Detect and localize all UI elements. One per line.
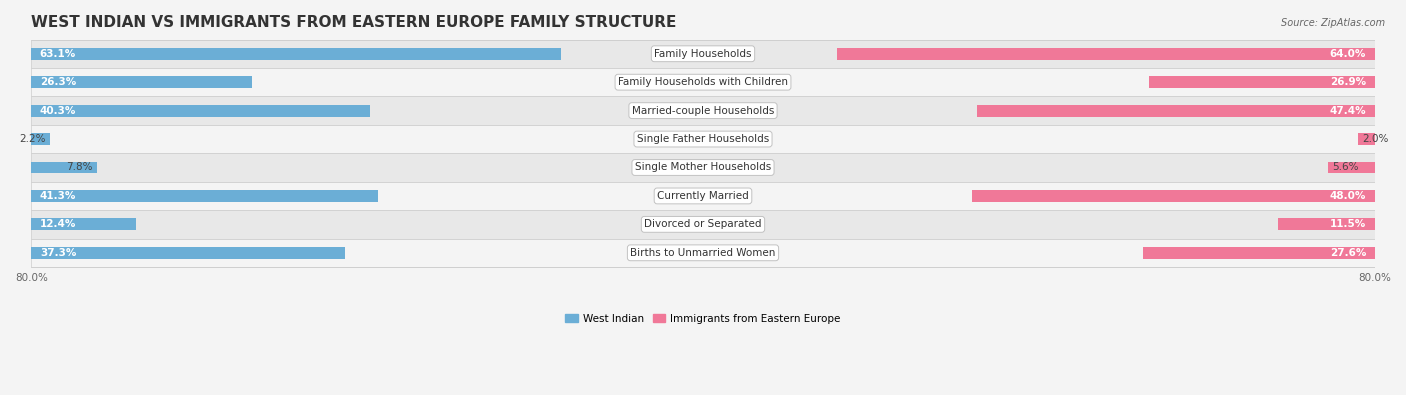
Text: 41.3%: 41.3% [39,191,76,201]
Bar [977,105,1375,117]
Text: Births to Unmarried Women: Births to Unmarried Women [630,248,776,258]
Bar [31,153,1375,182]
Text: Single Mother Households: Single Mother Households [636,162,770,173]
Bar [31,182,1375,210]
Bar [31,76,252,88]
Bar [31,162,97,173]
Bar [31,247,344,259]
Text: 27.6%: 27.6% [1330,248,1367,258]
Bar [31,96,1375,125]
Text: Divorced or Separated: Divorced or Separated [644,219,762,229]
Text: 2.0%: 2.0% [1362,134,1388,144]
Bar [31,48,561,60]
Text: Source: ZipAtlas.com: Source: ZipAtlas.com [1281,18,1385,28]
Bar [972,190,1375,202]
Text: 37.3%: 37.3% [39,248,76,258]
Bar [31,105,370,117]
Bar [1327,162,1375,173]
Text: 26.3%: 26.3% [39,77,76,87]
Bar [31,239,1375,267]
Bar [1143,247,1375,259]
Text: Family Households: Family Households [654,49,752,59]
Bar [31,133,49,145]
Text: Family Households with Children: Family Households with Children [619,77,787,87]
Text: 26.9%: 26.9% [1330,77,1367,87]
Bar [1358,133,1375,145]
Text: 48.0%: 48.0% [1330,191,1367,201]
Text: 11.5%: 11.5% [1330,219,1367,229]
Text: 5.6%: 5.6% [1331,162,1358,173]
Text: Currently Married: Currently Married [657,191,749,201]
Bar [31,68,1375,96]
Bar [31,125,1375,153]
Bar [1149,76,1375,88]
Text: WEST INDIAN VS IMMIGRANTS FROM EASTERN EUROPE FAMILY STRUCTURE: WEST INDIAN VS IMMIGRANTS FROM EASTERN E… [31,15,676,30]
Text: 40.3%: 40.3% [39,105,76,116]
Text: 2.2%: 2.2% [20,134,46,144]
Bar [31,218,135,230]
Bar [31,210,1375,239]
Text: 12.4%: 12.4% [39,219,76,229]
Text: 64.0%: 64.0% [1330,49,1367,59]
Text: Married-couple Households: Married-couple Households [631,105,775,116]
Legend: West Indian, Immigrants from Eastern Europe: West Indian, Immigrants from Eastern Eur… [561,309,845,328]
Bar [1278,218,1375,230]
Text: 47.4%: 47.4% [1330,105,1367,116]
Text: Single Father Households: Single Father Households [637,134,769,144]
Text: 63.1%: 63.1% [39,49,76,59]
Bar [31,40,1375,68]
Bar [838,48,1375,60]
Bar [31,190,378,202]
Text: 7.8%: 7.8% [66,162,93,173]
